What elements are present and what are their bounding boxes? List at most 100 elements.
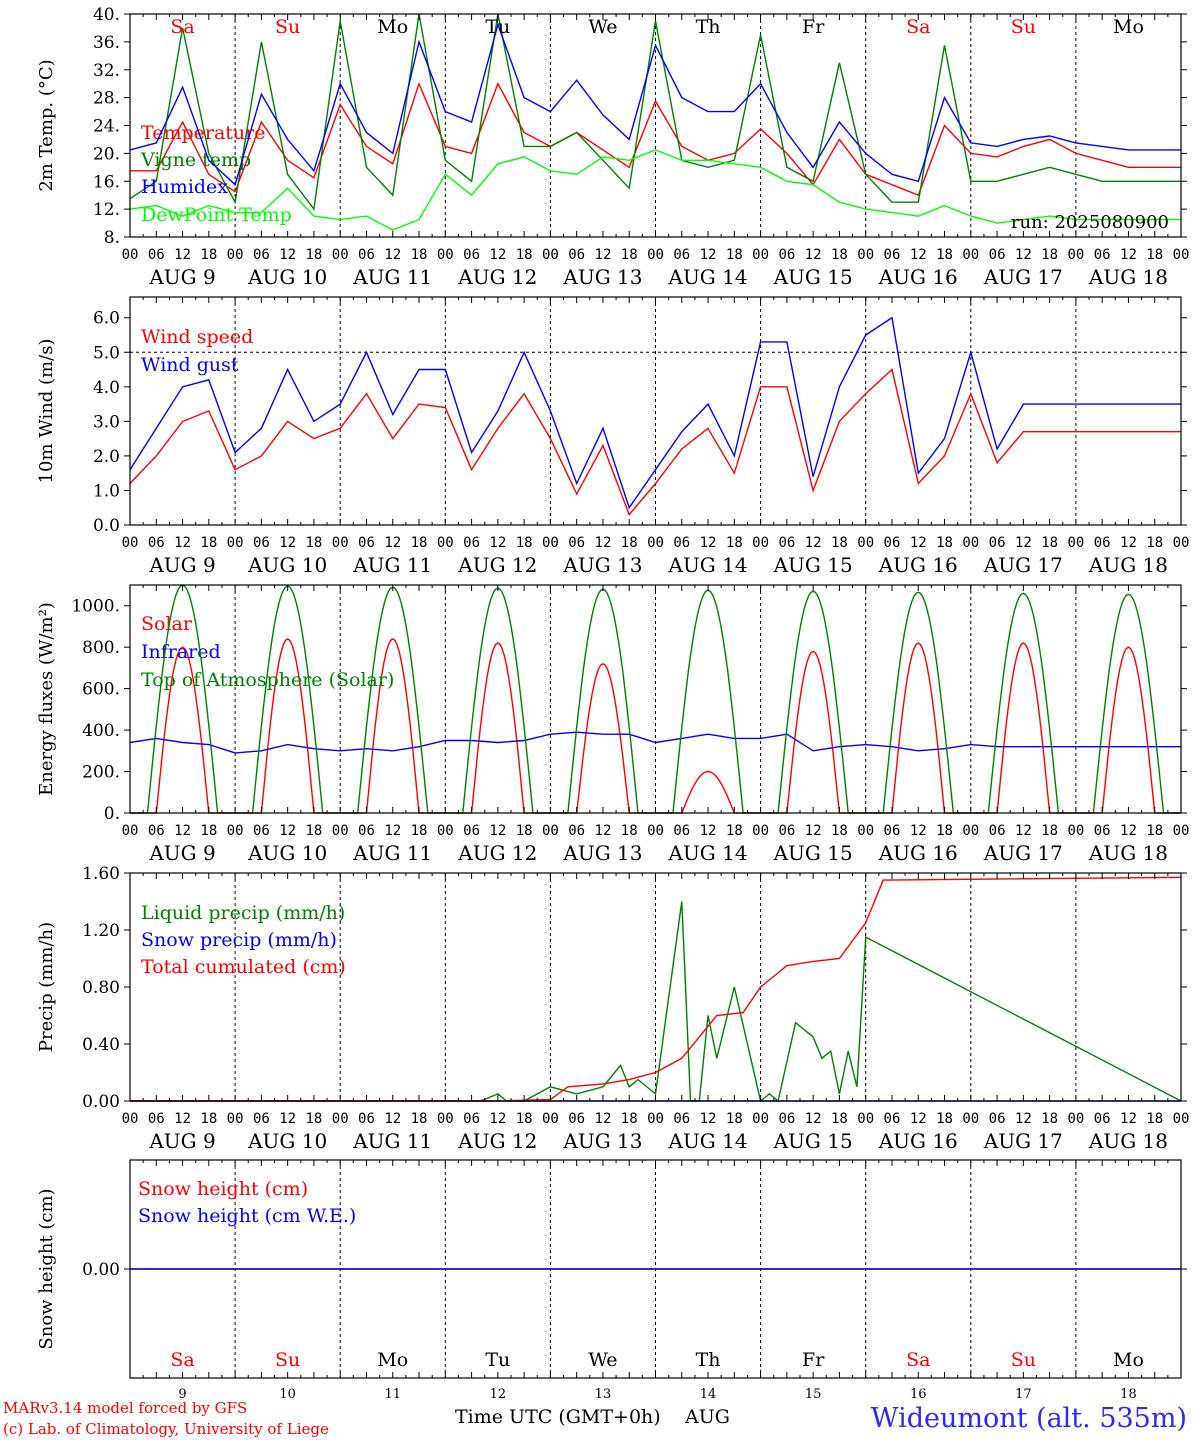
hour-tick-label: 00 xyxy=(122,535,139,551)
date-label: AUG 10 xyxy=(247,1129,327,1153)
weekday-label: Tu xyxy=(485,16,510,38)
hour-tick-label: 18 xyxy=(305,535,322,551)
date-number: 9 xyxy=(178,1387,186,1402)
y-tick-label: 36. xyxy=(93,33,120,53)
hour-tick-label: 18 xyxy=(936,823,953,839)
footer-model: MARv3.14 model forced by GFS xyxy=(3,1399,247,1417)
date-label: AUG 16 xyxy=(878,265,958,289)
hour-tick-label: 06 xyxy=(148,1111,165,1127)
weekday-label: Sa xyxy=(170,1349,194,1371)
hour-tick-label: 18 xyxy=(936,1111,953,1127)
date-number: 17 xyxy=(1015,1387,1032,1402)
y-tick-label: 6.0 xyxy=(93,309,120,329)
legend-total-cumulated-cm-: Total cumulated (cm) xyxy=(141,956,346,978)
y-tick-label: 12. xyxy=(93,200,120,220)
hour-tick-label: 00 xyxy=(332,247,349,263)
hour-tick-label: 06 xyxy=(1094,535,1111,551)
date-label: AUG 12 xyxy=(457,841,537,865)
date-label: AUG 10 xyxy=(247,553,327,577)
hour-tick-label: 12 xyxy=(489,1111,506,1127)
legend-top-of-atmosphere-solar-: Top of Atmosphere (Solar) xyxy=(141,669,394,691)
hour-tick-label: 00 xyxy=(962,1111,979,1127)
hour-tick-label: 06 xyxy=(1094,823,1111,839)
hour-tick-label: 12 xyxy=(805,1111,822,1127)
date-label: AUG 13 xyxy=(562,841,642,865)
hour-tick-label: 06 xyxy=(253,823,270,839)
hour-tick-label: 12 xyxy=(279,1111,296,1127)
hour-tick-label: 00 xyxy=(647,247,664,263)
hour-tick-label: 12 xyxy=(1015,823,1032,839)
panel-4: Liquid precip (mm/h) Snow precip (mm/h) To… xyxy=(36,864,1189,1153)
footer-lab: (c) Lab. of Climatology, University of L… xyxy=(3,1420,329,1438)
hour-tick-label: 12 xyxy=(279,823,296,839)
hour-tick-label: 18 xyxy=(1041,1111,1058,1127)
date-label: AUG 15 xyxy=(773,841,853,865)
hour-tick-label: 06 xyxy=(778,1111,795,1127)
series-infrared xyxy=(129,731,1181,754)
date-label: AUG 9 xyxy=(148,553,215,577)
y-tick-label: 24. xyxy=(93,117,120,137)
run-label: run: 2025080900 xyxy=(1011,212,1169,233)
hour-tick-label: 18 xyxy=(305,247,322,263)
hour-tick-label: 18 xyxy=(1041,247,1058,263)
hour-tick-label: 18 xyxy=(200,1111,217,1127)
hour-tick-label: 06 xyxy=(358,535,375,551)
date-number: 15 xyxy=(805,1387,822,1402)
date-number: 14 xyxy=(700,1387,717,1402)
date-label: AUG 13 xyxy=(562,1129,642,1153)
hour-tick-label: 00 xyxy=(542,535,559,551)
panel-1: Temperature Vigne temp Humidex DewPoint Tem… xyxy=(36,5,1189,289)
weekday-label: Su xyxy=(1011,1349,1036,1371)
y-tick-label: 8. xyxy=(104,228,120,248)
legend-solar: Solar xyxy=(141,613,193,635)
hour-tick-label: 00 xyxy=(542,1111,559,1127)
weekday-label: Su xyxy=(1011,16,1036,38)
y-tick-label: 800. xyxy=(82,638,120,658)
hour-tick-label: 00 xyxy=(332,1111,349,1127)
legend-dewpoint-temp: DewPoint Temp xyxy=(141,204,292,226)
hour-tick-label: 00 xyxy=(962,823,979,839)
series-dewpoint-temp xyxy=(129,149,1181,231)
hour-tick-label: 12 xyxy=(700,823,717,839)
date-number: 16 xyxy=(910,1387,927,1402)
date-label: AUG 16 xyxy=(878,1129,958,1153)
series-temperature xyxy=(130,81,1181,197)
panel-5: Snow height (cm) Snow height (cm W.E.) 0.0… xyxy=(36,1159,1187,1402)
y-axis-label: Energy fluxes (W/m²) xyxy=(36,602,57,796)
hour-tick-label: 12 xyxy=(910,823,927,839)
series-wind-gust xyxy=(129,316,1181,510)
hour-tick-label: 18 xyxy=(621,823,638,839)
hour-tick-label: 06 xyxy=(253,247,270,263)
hour-tick-label: 12 xyxy=(489,823,506,839)
hour-tick-label: 00 xyxy=(437,535,454,551)
hour-tick-label: 12 xyxy=(595,535,612,551)
hour-tick-label: 12 xyxy=(805,247,822,263)
y-tick-label: 1.60 xyxy=(82,864,120,884)
y-tick-label: 16. xyxy=(93,172,120,192)
hour-tick-label: 06 xyxy=(989,535,1006,551)
date-label: AUG 16 xyxy=(878,553,958,577)
y-tick-label: 40. xyxy=(93,5,120,25)
hour-tick-label: 00 xyxy=(122,823,139,839)
weekday-label: Mo xyxy=(1113,16,1144,38)
hour-tick-label: 18 xyxy=(411,535,428,551)
hour-tick-label: 12 xyxy=(384,1111,401,1127)
weekday-label: Fr xyxy=(802,16,825,38)
legend-infrared: Infrared xyxy=(141,641,221,663)
hour-tick-label: 18 xyxy=(831,1111,848,1127)
hour-tick-label: 00 xyxy=(1173,247,1190,263)
hour-tick-label: 06 xyxy=(568,823,585,839)
hour-tick-label: 06 xyxy=(463,535,480,551)
hour-tick-label: 18 xyxy=(516,1111,533,1127)
series-wind-speed xyxy=(129,368,1181,516)
legend-snow-precip-mm-h-: Snow precip (mm/h) xyxy=(141,929,337,951)
hour-tick-label: 00 xyxy=(752,1111,769,1127)
hour-tick-label: 00 xyxy=(857,1111,874,1127)
legend-wind-gust: Wind gust xyxy=(141,354,239,376)
hour-tick-label: 06 xyxy=(673,247,690,263)
hour-tick-label: 06 xyxy=(253,1111,270,1127)
y-tick-label: 0.80 xyxy=(82,978,120,998)
hour-tick-label: 06 xyxy=(568,247,585,263)
hour-tick-label: 18 xyxy=(516,535,533,551)
date-label: AUG 18 xyxy=(1088,1129,1168,1153)
